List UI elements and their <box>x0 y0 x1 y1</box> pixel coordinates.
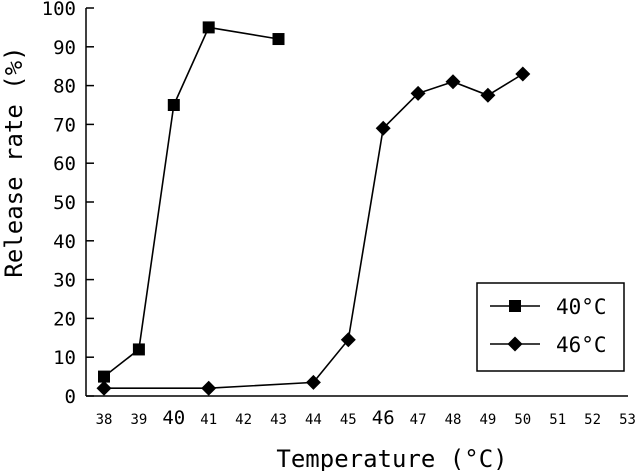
x-tick-label: 51 <box>549 412 566 428</box>
y-tick-label: 50 <box>53 192 76 214</box>
y-tick-label: 30 <box>53 270 76 292</box>
legend-label: 40°C <box>556 295 607 319</box>
data-point-diamond <box>201 380 217 396</box>
y-tick-label: 10 <box>53 347 76 369</box>
series-square <box>98 21 285 383</box>
y-tick-label: 80 <box>53 76 76 98</box>
data-point-diamond <box>515 66 531 82</box>
legend: 40°C 46°C <box>476 282 625 372</box>
y-tick-label: 100 <box>42 0 76 20</box>
x-tick-label: 44 <box>305 412 322 428</box>
data-point-diamond <box>375 120 391 136</box>
x-tick-label: 52 <box>584 412 601 428</box>
x-tick-label: 38 <box>96 412 113 428</box>
x-tick-label: 47 <box>410 412 427 428</box>
x-tick-label: 39 <box>130 412 147 428</box>
x-tick-label: 48 <box>445 412 462 428</box>
data-point-diamond <box>507 336 523 352</box>
y-tick-label: 0 <box>65 386 76 408</box>
legend-items: 40°C 46°C <box>490 295 607 357</box>
y-axis-ticks: 0 10 20 30 40 50 60 70 80 90 100 <box>42 0 94 408</box>
data-point-square <box>98 370 110 383</box>
y-tick-label: 70 <box>53 114 76 136</box>
data-point-diamond <box>480 87 496 103</box>
y-tick-label: 40 <box>53 231 76 253</box>
x-tick-label: 40 <box>162 407 185 429</box>
series-layer <box>96 21 531 396</box>
series-line <box>104 73 524 390</box>
data-point-diamond <box>445 74 461 90</box>
x-tick-label: 42 <box>235 412 252 428</box>
data-point-diamond <box>340 332 356 348</box>
y-tick-label: 90 <box>53 37 76 59</box>
data-point-diamond <box>305 374 321 390</box>
legend-label: 46°C <box>556 333 607 357</box>
x-tick-label: 46 <box>372 407 395 429</box>
x-tick-label: 43 <box>270 412 287 428</box>
data-point-diamond <box>96 380 112 396</box>
data-point-square <box>132 343 145 356</box>
x-axis-title: Temperature (°C) <box>276 445 507 471</box>
data-point-square <box>509 300 521 312</box>
x-tick-label: 50 <box>514 412 531 428</box>
data-point-square <box>272 33 285 46</box>
series-line <box>103 26 279 378</box>
data-point-diamond <box>410 85 426 101</box>
legend-box <box>476 282 625 372</box>
y-tick-label: 60 <box>53 153 76 175</box>
x-tick-label: 41 <box>200 412 217 428</box>
series-diamond <box>96 66 531 396</box>
x-tick-label: 45 <box>340 412 357 428</box>
x-axis-ticks: 38 39 40 41 42 43 44 45 46 47 48 49 50 51 52 53 <box>96 407 636 429</box>
x-tick-label: 49 <box>479 412 496 428</box>
y-tick-label: 20 <box>53 308 76 330</box>
x-tick-label: 53 <box>619 412 636 428</box>
y-axis-title: Release rate (%) <box>0 46 28 277</box>
data-point-square <box>202 21 215 34</box>
data-point-square <box>167 99 180 111</box>
